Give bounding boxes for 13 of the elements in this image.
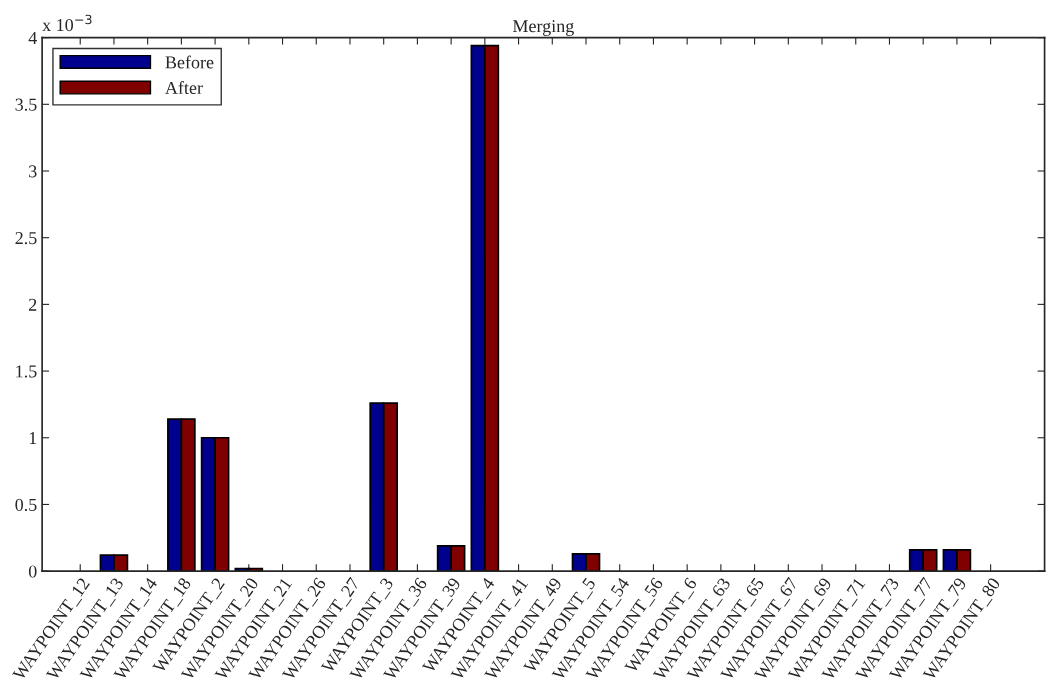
y-tick-label: 0.5 xyxy=(15,498,37,511)
y-tick-label: 2.5 xyxy=(15,232,37,245)
y-tick-label: 1.5 xyxy=(16,365,37,378)
y-tick-label: 4 xyxy=(28,32,37,44)
legend-label: Before xyxy=(165,55,214,69)
text: x 10$^{−3}$ xyxy=(42,14,92,32)
legend-label: After xyxy=(165,81,203,94)
chart-title: Merging xyxy=(512,20,574,36)
y-tick-label: 1 xyxy=(29,432,37,445)
y-tick-label: 0 xyxy=(28,565,37,578)
y-tick-label: 2 xyxy=(29,298,37,311)
y-tick-label: 3.5 xyxy=(15,98,37,111)
y-tick-label: 3 xyxy=(29,165,37,178)
